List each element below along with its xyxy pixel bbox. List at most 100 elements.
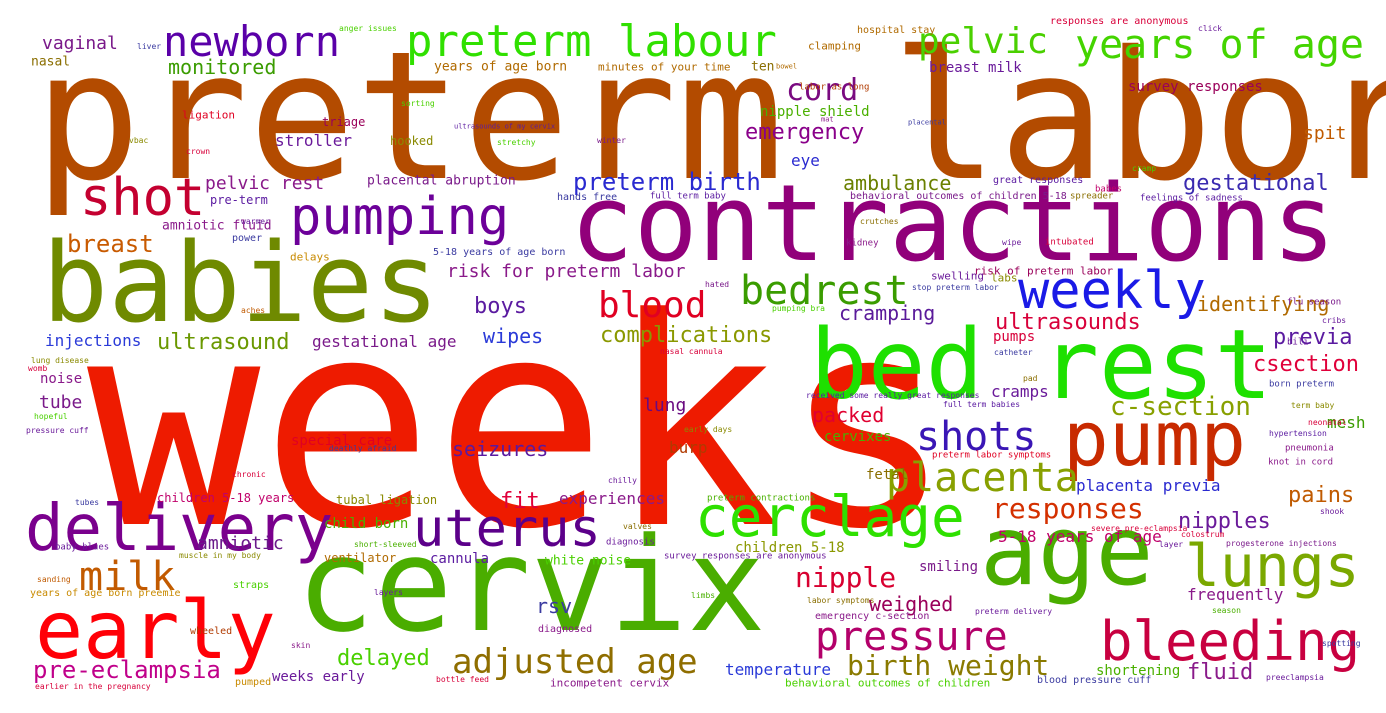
word-survey-responses-are-anonymous: survey responses are anonymous bbox=[664, 551, 827, 562]
word-pelvic-rest: pelvic rest bbox=[205, 173, 325, 194]
word-pre-term: pre-term bbox=[210, 193, 268, 207]
word-kidney: kidney bbox=[846, 238, 879, 249]
word-shot: shot bbox=[80, 168, 206, 228]
word-amniotic-fluid: amniotic fluid bbox=[162, 218, 272, 234]
word-stop-preterm-labor: stop preterm labor bbox=[912, 283, 999, 292]
word-great-responses: great responses bbox=[993, 175, 1084, 186]
word-survey-responses: survey responses bbox=[1128, 79, 1263, 95]
word-preterm-contractions: preterm contractions bbox=[707, 493, 816, 504]
word-pumps: pumps bbox=[993, 329, 1036, 345]
word-preterm-labor-symptoms: preterm labor symptoms bbox=[932, 450, 1052, 461]
word-term-baby: term baby bbox=[1291, 401, 1335, 410]
word-preterm-birth: preterm birth bbox=[573, 168, 761, 196]
word-neonatal: neonatal bbox=[1308, 418, 1347, 427]
word-labor-as-long: labor as long bbox=[799, 82, 870, 93]
word-babes: babes bbox=[1095, 184, 1123, 195]
word-anger-issues: anger issues bbox=[339, 24, 397, 33]
word-crown: crown bbox=[186, 147, 211, 156]
word-tubes: tubes bbox=[75, 498, 100, 507]
word-identifying: identifying bbox=[1197, 292, 1330, 316]
word-bottle-feed: bottle feed bbox=[436, 675, 489, 684]
word-placental: placental bbox=[908, 118, 946, 127]
word-full-term-baby: full term baby bbox=[650, 191, 726, 202]
word-incompetent-cervix: incompetent cervix bbox=[550, 676, 670, 690]
word-c-section: c-section bbox=[1110, 392, 1251, 422]
word-feelings-of-sadness: feelings of sadness bbox=[1140, 193, 1243, 204]
word-swelling: swelling bbox=[931, 269, 984, 283]
word-season: season bbox=[1212, 606, 1241, 615]
word-diagnosed: diagnosed bbox=[538, 624, 593, 635]
word-ambulance: ambulance bbox=[843, 171, 952, 195]
word-nipples: nipples bbox=[1178, 509, 1271, 534]
word-nipple-shield: nipple shield bbox=[760, 104, 870, 120]
word-nasal: nasal bbox=[31, 54, 71, 70]
word-birth-weight: birth weight bbox=[847, 649, 1050, 682]
word-5-18-years-of-age: 5-18 years of age bbox=[998, 527, 1162, 546]
word-gestational: gestational bbox=[1183, 171, 1329, 196]
word-sanding: sanding bbox=[37, 575, 71, 584]
word-risk-of-preterm-labor: risk of preterm labor bbox=[974, 264, 1114, 278]
word-earlier-in-the-pregnancy: earlier in the pregnancy bbox=[35, 682, 151, 691]
word-progesterone-injections: progesterone injections bbox=[1226, 539, 1337, 548]
word-blood: blood bbox=[598, 285, 707, 326]
word-years-of-age: years of age bbox=[1075, 22, 1364, 68]
word-preterm-delivery: preterm delivery bbox=[975, 607, 1053, 616]
word-hopeful: hopeful bbox=[34, 412, 68, 421]
word-ultrasound: ultrasound bbox=[157, 330, 290, 355]
word-years-of-age-born-preemie: years of age born preemie bbox=[30, 588, 181, 599]
word-severe-pre-eclampsia: severe pre-eclampsia bbox=[1091, 524, 1188, 533]
word-sorting: sorting bbox=[401, 99, 435, 108]
word-ligation: ligation bbox=[182, 108, 235, 122]
word-flu-season: flu season bbox=[1287, 297, 1342, 308]
word-spit: spit bbox=[1303, 123, 1347, 144]
word-full-term-babies: full term babies bbox=[943, 400, 1021, 409]
word-special-care: special care bbox=[291, 433, 393, 449]
word-shook: shook bbox=[1320, 507, 1345, 516]
word-bed-rest: bed rest bbox=[810, 309, 1273, 421]
word-stroller: stroller bbox=[275, 131, 353, 150]
word-preterm-labour: preterm labour bbox=[406, 16, 777, 67]
word-risk-for-preterm-labor: risk for preterm labor bbox=[447, 261, 686, 282]
word-burp: burp bbox=[669, 438, 708, 457]
word-packed: packed bbox=[812, 403, 885, 427]
word-knot-in-cord: knot in cord bbox=[1268, 457, 1334, 468]
word-lung-disease: lung disease bbox=[31, 356, 89, 365]
word-csection: csection bbox=[1253, 352, 1359, 377]
word-breast-milk: breast milk bbox=[929, 60, 1022, 76]
word-shots: shots bbox=[916, 414, 1037, 460]
word-years-of-age-born: years of age born bbox=[434, 59, 568, 75]
word-weighed: weighed bbox=[869, 592, 954, 616]
word-click: click bbox=[1198, 24, 1223, 33]
word-bili: bili bbox=[1287, 337, 1309, 348]
word-weeks-early: weeks early bbox=[272, 669, 365, 685]
word-children-5-18: children 5-18 bbox=[735, 540, 845, 556]
word-bowel: bowel bbox=[776, 62, 798, 71]
word-hospital-stay: hospital stay bbox=[857, 25, 936, 36]
word-ultrasounds-of-my-cervix: ultrasounds of my cervix bbox=[454, 122, 556, 131]
word-breast: breast bbox=[67, 230, 154, 258]
word-cribs: cribs bbox=[1322, 316, 1347, 325]
word-placenta: placenta bbox=[886, 455, 1079, 501]
word-diagnosis: diagnosis bbox=[606, 537, 655, 548]
word-spotting: spotting bbox=[1322, 639, 1361, 648]
word-responses-are-anonymous: responses are anonymous bbox=[1050, 16, 1189, 27]
word-cervixes: cervixes bbox=[824, 429, 892, 445]
word-vaginal: vaginal bbox=[42, 33, 118, 54]
word-hooked: hooked bbox=[390, 134, 434, 148]
word-white-noise: white noise bbox=[545, 553, 632, 569]
word-fluid: fluid bbox=[1187, 660, 1254, 685]
word-monitored: monitored bbox=[168, 55, 277, 79]
word-nasal-cannula: nasal cannula bbox=[660, 347, 723, 356]
word-early-days: early days bbox=[684, 425, 733, 434]
word-complications: complications bbox=[600, 323, 773, 348]
word-early: early bbox=[35, 584, 276, 677]
word-clamping: clamping bbox=[808, 39, 861, 53]
word-previa: previa bbox=[1273, 325, 1353, 350]
word-womb: womb bbox=[28, 364, 48, 373]
word-age: age bbox=[980, 495, 1154, 607]
word-injections: injections bbox=[45, 331, 142, 350]
word-behavioral-outcomes-of-children-5-18: behavioral outcomes of children 5-18 bbox=[850, 191, 1067, 202]
word-born-preterm: born preterm bbox=[1269, 379, 1335, 390]
word-tubal-ligation: tubal ligation bbox=[336, 493, 438, 507]
